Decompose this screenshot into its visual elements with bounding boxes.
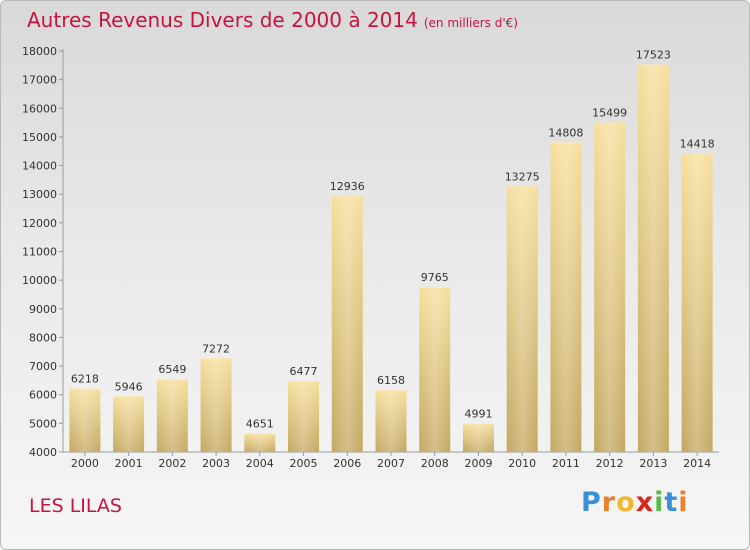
x-tick-label-2005: 2005	[290, 457, 318, 470]
chart-title: Autres Revenus Divers de 2000 à 2014 (en …	[27, 8, 518, 32]
y-tick-label: 12000	[22, 217, 57, 230]
data-label-2006: 12936	[330, 180, 365, 193]
bar-highlight-2004	[244, 433, 276, 452]
logo-letter: o	[616, 487, 636, 518]
bar-highlight-2010	[506, 186, 538, 452]
data-label-2002: 6549	[158, 363, 186, 376]
y-tick-label: 13000	[22, 188, 57, 201]
data-label-2010: 13275	[505, 170, 540, 183]
data-label-2004: 4651	[246, 417, 274, 430]
y-tick-label: 4000	[29, 446, 57, 459]
data-label-2014: 14418	[680, 138, 715, 151]
y-tick-label: 16000	[22, 102, 57, 115]
data-label-2000: 6218	[71, 372, 99, 385]
y-tick-label: 7000	[29, 360, 57, 373]
chart-subtitle: (en milliers d'€)	[423, 16, 518, 30]
chart-title-text: Autres Revenus Divers de 2000 à 2014	[27, 8, 418, 32]
x-tick-label-2012: 2012	[596, 457, 624, 470]
x-tick-label-2014: 2014	[683, 457, 711, 470]
proxiti-logo: Proxiti	[581, 487, 689, 518]
data-label-2008: 9765	[421, 271, 449, 284]
x-tick-label-2013: 2013	[639, 457, 667, 470]
y-tick-label: 10000	[22, 274, 57, 287]
x-tick-label-2003: 2003	[202, 457, 230, 470]
y-tick-label: 8000	[29, 331, 57, 344]
bar-highlight-2006	[331, 196, 363, 452]
data-label-2007: 6158	[377, 374, 405, 387]
x-tick-label-2008: 2008	[421, 457, 449, 470]
city-name: LES LILAS	[29, 495, 122, 517]
data-label-2005: 6477	[290, 365, 318, 378]
x-tick-label-2010: 2010	[508, 457, 536, 470]
data-label-2011: 14808	[548, 126, 583, 139]
bar-highlight-2001	[113, 396, 145, 452]
y-tick-label: 17000	[22, 74, 57, 87]
bar-highlight-2013	[637, 64, 669, 452]
x-tick-label-2004: 2004	[246, 457, 274, 470]
bar-highlight-2005	[288, 381, 320, 452]
x-tick-label-2000: 2000	[71, 457, 99, 470]
y-tick-label: 9000	[29, 303, 57, 316]
data-label-2012: 15499	[592, 107, 627, 120]
bar-highlight-2011	[550, 142, 582, 453]
bar-highlight-2003	[200, 358, 232, 452]
x-tick-label-2001: 2001	[115, 457, 143, 470]
data-label-2003: 7272	[202, 342, 230, 355]
bar-highlight-2012	[594, 122, 626, 452]
y-tick-label: 6000	[29, 389, 57, 402]
y-tick-label: 11000	[22, 246, 57, 259]
x-tick-label-2006: 2006	[333, 457, 361, 470]
y-tick-label: 18000	[22, 45, 57, 58]
bar-highlight-2002	[156, 378, 188, 452]
x-tick-label-2009: 2009	[464, 457, 492, 470]
data-label-2013: 17523	[636, 49, 671, 62]
x-tick-label-2002: 2002	[158, 457, 186, 470]
bar-highlight-2014	[681, 153, 713, 453]
logo-letter: P	[581, 487, 602, 518]
bar-highlight-2009	[462, 423, 494, 452]
y-tick-label: 14000	[22, 160, 57, 173]
bar-highlight-2007	[375, 390, 407, 452]
y-tick-label: 15000	[22, 131, 57, 144]
logo-letter: r	[601, 487, 617, 518]
logo-letter: x	[635, 487, 655, 518]
x-tick-label-2011: 2011	[552, 457, 580, 470]
logo-letter: t	[664, 487, 679, 518]
data-label-2001: 5946	[115, 380, 143, 393]
logo-letter: i	[678, 487, 689, 518]
bar-highlight-2000	[69, 388, 101, 452]
bar-highlight-2008	[419, 286, 451, 452]
y-tick-label: 5000	[29, 417, 57, 430]
data-label-2009: 4991	[464, 408, 492, 421]
x-tick-label-2007: 2007	[377, 457, 405, 470]
logo-letter: i	[654, 487, 665, 518]
